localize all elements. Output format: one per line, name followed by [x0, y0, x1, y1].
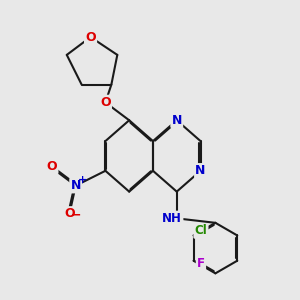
Text: −: −	[70, 209, 81, 222]
Text: O: O	[46, 160, 57, 173]
Text: +: +	[78, 175, 87, 185]
Text: F: F	[197, 257, 205, 270]
Text: O: O	[100, 96, 111, 109]
Text: N: N	[195, 164, 206, 177]
Text: N: N	[172, 114, 182, 127]
Text: Cl: Cl	[195, 224, 207, 238]
Text: O: O	[64, 207, 75, 220]
Text: NH: NH	[162, 212, 182, 225]
Text: O: O	[85, 31, 96, 44]
Text: N: N	[70, 179, 81, 192]
